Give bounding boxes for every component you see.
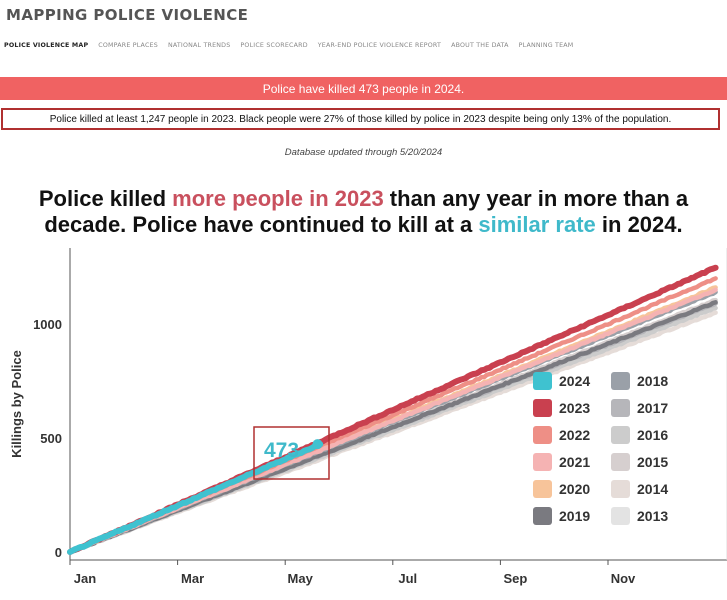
legend-label-2019: 2019: [559, 508, 590, 524]
legend-swatch-2022: [533, 426, 552, 444]
x-tick-label: Sep: [503, 571, 527, 586]
plot-area: 0 500 1000 Jan Mar May Jul Sep Nov Killings by Po…: [9, 248, 727, 586]
legend-swatch-2024: [533, 372, 552, 390]
headline-line-2: decade. Police have continued to kill at…: [0, 212, 727, 238]
database-updated-note: Database updated through 5/20/2024: [284, 147, 443, 158]
legend-swatch-2023: [533, 399, 552, 417]
legend-label-2020: 2020: [559, 481, 590, 497]
x-tick-label: Jan: [74, 571, 96, 586]
legend-label-2013: 2013: [637, 508, 668, 524]
legend-label-2017: 2017: [637, 400, 668, 416]
nav-planning-team[interactable]: PLANNING TEAM: [518, 42, 574, 49]
nav-police-scorecard[interactable]: POLICE SCORECARD: [240, 42, 308, 49]
nav-about-the-data[interactable]: ABOUT THE DATA: [451, 42, 509, 49]
headline-text: in 2024.: [595, 212, 683, 237]
legend-label-2015: 2015: [637, 454, 668, 470]
x-tick-label: Jul: [398, 571, 417, 586]
series-endpoint-2024: [312, 439, 323, 450]
cumulative-killings-chart: 0 500 1000 Jan Mar May Jul Sep Nov Killings by Po…: [9, 248, 727, 586]
alert-banner: Police have killed 473 people in 2024.: [0, 77, 727, 100]
legend-label-2024: 2024: [559, 373, 590, 389]
annotation-label-473: 473: [264, 439, 299, 462]
legend-swatch-2017: [611, 399, 630, 417]
y-axis-label: Killings by Police: [9, 350, 24, 458]
nav-year-end-report[interactable]: YEAR-END POLICE VIOLENCE REPORT: [317, 42, 442, 49]
y-tick-label: 0: [55, 545, 62, 560]
nav-compare-places[interactable]: COMPARE PLACES: [98, 42, 158, 49]
legend-label-2014: 2014: [637, 481, 668, 497]
stats-summary-box: Police killed at least 1,247 people in 2…: [1, 108, 720, 130]
site-title[interactable]: MAPPING POLICE VIOLENCE: [6, 6, 249, 24]
y-tick-label: 500: [40, 431, 62, 446]
chart-headline: Police killed more people in 2023 than a…: [0, 186, 727, 238]
legend: 2024 2023 2022 2021 2020 2019 2018 2017 2016 2015…: [533, 372, 668, 525]
main-nav: POLICE VIOLENCE MAP COMPARE PLACES NATIO…: [4, 42, 573, 49]
y-tick-label: 1000: [33, 317, 62, 332]
annotation-box: [253, 426, 330, 480]
x-tick-label: Nov: [611, 571, 636, 586]
legend-swatch-2019: [533, 507, 552, 525]
headline-line-1: Police killed more people in 2023 than a…: [0, 186, 727, 212]
legend-swatch-2013: [611, 507, 630, 525]
headline-highlight-red: more people in 2023: [172, 186, 384, 211]
legend-swatch-2021: [533, 453, 552, 471]
headline-text: Police killed: [38, 186, 173, 211]
legend-swatch-2016: [611, 426, 630, 444]
nav-police-violence-map[interactable]: POLICE VIOLENCE MAP: [4, 42, 89, 49]
headline-highlight-teal: similar rate: [478, 212, 596, 237]
legend-label-2022: 2022: [559, 427, 590, 443]
legend-label-2018: 2018: [637, 373, 668, 389]
headline-text: decade. Police have continued to kill at…: [44, 212, 479, 237]
legend-swatch-2015: [611, 453, 630, 471]
legend-swatch-2020: [533, 480, 552, 498]
legend-swatch-2014: [611, 480, 630, 498]
legend-label-2016: 2016: [637, 427, 668, 443]
legend-label-2023: 2023: [559, 400, 590, 416]
headline-text: than any year in more than a: [383, 186, 689, 211]
x-tick-label: Mar: [181, 571, 204, 586]
nav-national-trends[interactable]: NATIONAL TRENDS: [167, 42, 231, 49]
series-line-2024: [67, 441, 324, 555]
legend-swatch-2018: [611, 372, 630, 390]
legend-label-2021: 2021: [559, 454, 590, 470]
x-tick-label: May: [288, 571, 314, 586]
